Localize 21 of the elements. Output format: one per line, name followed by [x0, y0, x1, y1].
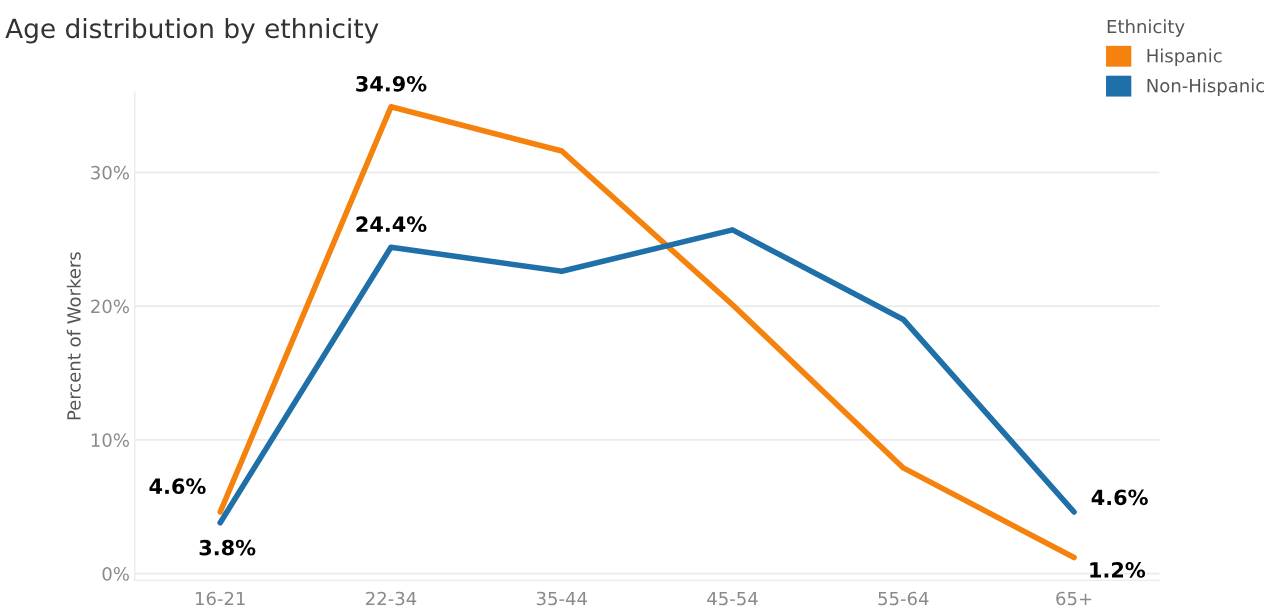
x-tick-label: 22-34 [366, 591, 417, 606]
legend-title: Ethnicity [1107, 19, 1185, 37]
data-label: 1.2% [1090, 562, 1146, 578]
y-axis-title: Percent of Workers [66, 252, 81, 420]
data-label: 4.6% [1091, 489, 1148, 506]
x-tick-label: 55-64 [878, 591, 929, 606]
y-tick-label: 10% [91, 433, 129, 447]
x-tick-label: 45-54 [707, 591, 758, 606]
x-tick-label: 16-21 [195, 591, 245, 606]
data-label: 4.6% [149, 478, 206, 495]
y-tick-label: 30% [91, 165, 129, 180]
legend-label: Hispanic [1147, 48, 1222, 67]
legend-label: Non-Hispanic [1147, 78, 1265, 96]
data-label: 3.8% [199, 539, 256, 556]
y-tick-label: 0% [102, 567, 129, 581]
data-label: 24.4% [356, 216, 427, 233]
x-tick-label: 65+ [1056, 591, 1092, 606]
chart-title: Age distribution by ethnicity [5, 17, 379, 44]
data-label: 34.9% [356, 75, 427, 92]
x-tick-label: 35-44 [536, 591, 587, 606]
y-tick-label: 20% [91, 299, 129, 314]
